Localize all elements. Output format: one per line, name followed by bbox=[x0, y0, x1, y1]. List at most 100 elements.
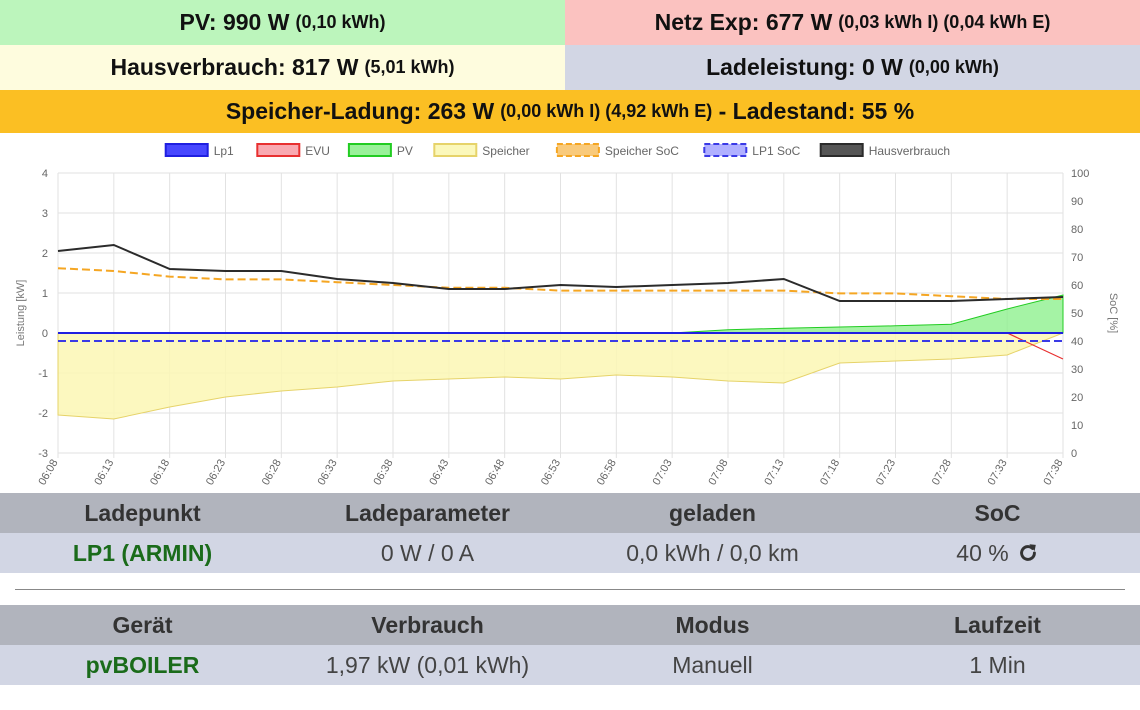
x-tick-label: 07:28 bbox=[930, 458, 954, 488]
table-row: LP1 (ARMIN) 0 W / 0 A 0,0 kWh / 0,0 km 4… bbox=[0, 533, 1140, 573]
table-row: pvBOILER 1,97 kW (0,01 kWh) Manuell 1 Mi… bbox=[0, 645, 1140, 685]
y2-axis-label: SoC [%] bbox=[1107, 293, 1119, 333]
x-tick-label: 06:28 bbox=[260, 458, 284, 488]
y2-tick-label: 70 bbox=[1071, 252, 1083, 264]
legend-label: Speicher bbox=[482, 144, 529, 158]
legend-swatch bbox=[703, 143, 748, 157]
legend-swatch bbox=[555, 143, 600, 157]
y2-tick-label: 20 bbox=[1071, 392, 1083, 404]
legend-label: PV bbox=[397, 144, 413, 158]
legend-swatch bbox=[819, 143, 864, 157]
geladen-value: 0,0 kWh / 0,0 km bbox=[626, 539, 799, 566]
soc-value: 40 % bbox=[956, 539, 1009, 566]
series-hausverbrauch bbox=[57, 243, 1064, 302]
x-tick-label: 06:33 bbox=[316, 458, 340, 488]
x-tick-label: 06:08 bbox=[36, 458, 60, 488]
house-tile[interactable]: Hausverbrauch: 817 W (5,01 kWh) bbox=[0, 45, 565, 90]
header-geladen: geladen bbox=[669, 499, 756, 526]
device-table: Gerät Verbrauch Modus Laufzeit pvBOILER … bbox=[0, 605, 1140, 685]
x-tick-label: 07:18 bbox=[818, 458, 842, 488]
y2-tick-label: 80 bbox=[1071, 224, 1083, 236]
y2-tick-label: 100 bbox=[1071, 168, 1089, 180]
x-tick-label: 06:38 bbox=[371, 458, 395, 488]
header-laufzeit: Laufzeit bbox=[954, 611, 1041, 638]
x-tick-label: 06:58 bbox=[595, 458, 619, 488]
x-tick-label: 06:43 bbox=[427, 458, 451, 488]
legend-swatch bbox=[433, 143, 478, 157]
y2-tick-label: 50 bbox=[1071, 308, 1083, 320]
x-tick-label: 06:18 bbox=[148, 458, 172, 488]
x-tick-label: 06:48 bbox=[483, 457, 507, 487]
header-ladepunkt: Ladepunkt bbox=[84, 499, 201, 526]
ladepunkt-name[interactable]: LP1 (ARMIN) bbox=[72, 539, 213, 566]
y2-tick-label: 60 bbox=[1071, 280, 1083, 292]
battery-soc: - Ladestand: 55 % bbox=[712, 98, 915, 124]
x-tick-label: 07:33 bbox=[986, 458, 1010, 488]
house-value: Hausverbrauch: 817 W bbox=[110, 54, 359, 80]
house-energy: (5,01 kWh) bbox=[364, 57, 455, 77]
charge-energy: (0,00 kWh) bbox=[908, 57, 999, 77]
y-axis-label: Leistung [kW] bbox=[15, 280, 27, 347]
y-tick-label: 1 bbox=[42, 288, 48, 300]
legend-swatch bbox=[347, 143, 392, 157]
y2-tick-label: 90 bbox=[1071, 196, 1083, 208]
status-row-2: Hausverbrauch: 817 W (5,01 kWh) Ladeleis… bbox=[0, 45, 1140, 90]
x-tick-label: 06:53 bbox=[539, 458, 563, 488]
battery-tile[interactable]: Speicher-Ladung: 263 W (0,00 kWh I) (4,9… bbox=[0, 90, 1140, 133]
x-tick-label: 06:13 bbox=[92, 458, 116, 488]
x-tick-label: 07:38 bbox=[1041, 458, 1065, 488]
header-soc: SoC bbox=[974, 499, 1021, 526]
legend-swatch bbox=[164, 143, 209, 157]
legend-label: EVU bbox=[305, 144, 330, 158]
grid-energy: (0,03 kWh I) (0,04 kWh E) bbox=[838, 12, 1051, 32]
x-tick-label: 06:23 bbox=[204, 458, 228, 488]
soc-cell: 40 % bbox=[855, 540, 1140, 567]
grid-value: Netz Exp: 677 W bbox=[654, 9, 833, 35]
y-tick-label: -2 bbox=[38, 408, 48, 420]
header-verbrauch: Verbrauch bbox=[371, 611, 484, 638]
y2-tick-label: 10 bbox=[1071, 420, 1083, 432]
y-tick-label: 3 bbox=[42, 208, 48, 220]
y-tick-label: 2 bbox=[42, 248, 48, 260]
refresh-icon[interactable] bbox=[1017, 540, 1039, 567]
y-tick-label: -3 bbox=[38, 448, 48, 460]
status-row-1: PV: 990 W (0,10 kWh) Netz Exp: 677 W (0,… bbox=[0, 0, 1140, 45]
y-tick-label: 0 bbox=[42, 328, 48, 340]
legend-label: Lp1 bbox=[214, 144, 234, 158]
grid-tile[interactable]: Netz Exp: 677 W (0,03 kWh I) (0,04 kWh E… bbox=[565, 0, 1140, 45]
battery-value: Speicher-Ladung: 263 W bbox=[225, 98, 495, 124]
power-chart[interactable]: 4 3 2 1 0 -1 -2 -3 100 90 80 70 60 50 40 30 20 10 0 06:08 06… bbox=[0, 133, 1140, 493]
ladepunkt-table: Ladepunkt Ladeparameter geladen SoC LP1 … bbox=[0, 493, 1140, 573]
y2-tick-label: 30 bbox=[1071, 364, 1083, 376]
series-speicher bbox=[57, 332, 1064, 420]
legend-label: LP1 SoC bbox=[752, 144, 800, 158]
y2-tick-label: 40 bbox=[1071, 336, 1083, 348]
pv-energy: (0,10 kWh) bbox=[295, 12, 386, 32]
battery-energy: (0,00 kWh I) (4,92 kWh E) bbox=[500, 101, 713, 121]
device-table-header: Gerät Verbrauch Modus Laufzeit bbox=[0, 605, 1140, 645]
y2-tick-label: 0 bbox=[1071, 448, 1077, 460]
header-ladeparameter: Ladeparameter bbox=[345, 499, 510, 526]
x-tick-label: 07:08 bbox=[706, 458, 730, 488]
device-usage: 1,97 kW (0,01 kWh) bbox=[325, 651, 530, 678]
x-tick-label: 07:03 bbox=[651, 458, 675, 488]
device-mode[interactable]: Manuell bbox=[672, 651, 753, 678]
charge-value: Ladeleistung: 0 W bbox=[706, 54, 903, 80]
ladeparameter-value: 0 W / 0 A bbox=[380, 539, 475, 566]
legend-swatch bbox=[256, 143, 301, 157]
pv-tile[interactable]: PV: 990 W (0,10 kWh) bbox=[0, 0, 565, 45]
y-tick-label: 4 bbox=[42, 168, 48, 180]
divider bbox=[15, 589, 1125, 590]
device-name[interactable]: pvBOILER bbox=[85, 651, 200, 678]
x-tick-label: 07:23 bbox=[874, 458, 898, 488]
x-tick-label: 07:13 bbox=[762, 458, 786, 488]
legend-label: Hausverbrauch bbox=[869, 144, 950, 158]
legend-label: Speicher SoC bbox=[605, 144, 679, 158]
status-row-3: Speicher-Ladung: 263 W (0,00 kWh I) (4,9… bbox=[0, 90, 1140, 133]
device-runtime: 1 Min bbox=[969, 651, 1026, 678]
y-tick-label: -1 bbox=[38, 368, 48, 380]
pv-value: PV: 990 W bbox=[179, 9, 290, 35]
header-modus: Modus bbox=[675, 611, 750, 638]
charge-tile[interactable]: Ladeleistung: 0 W (0,00 kWh) bbox=[565, 45, 1140, 90]
